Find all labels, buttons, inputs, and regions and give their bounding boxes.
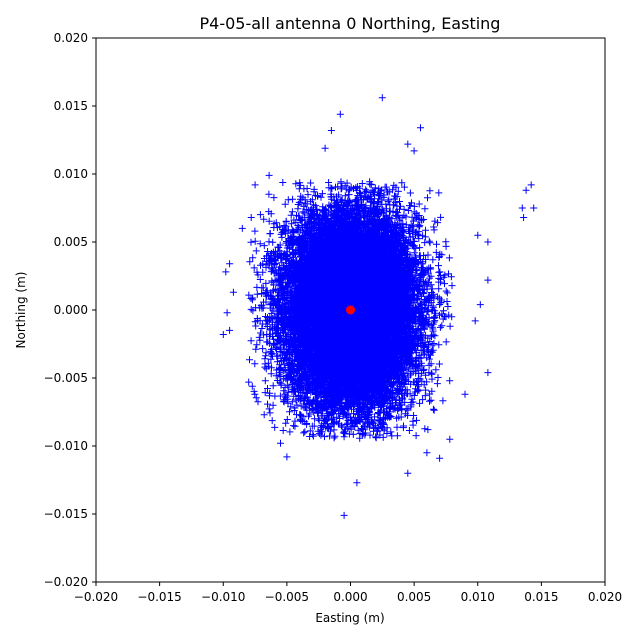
data-point (321, 144, 329, 152)
data-point (484, 369, 492, 377)
x-tick-label: 0.000 (333, 590, 367, 604)
data-point (327, 127, 335, 134)
data-point (229, 288, 237, 296)
y-tick-label: 0.010 (54, 167, 88, 181)
y-tick-label: −0.020 (44, 575, 88, 589)
origin-point (346, 305, 355, 315)
y-tick-label: −0.015 (44, 507, 88, 521)
data-point (471, 317, 479, 325)
data-point (461, 390, 469, 398)
data-point (404, 469, 412, 477)
data-point-cloud (245, 178, 456, 442)
data-point (423, 449, 431, 457)
plot-points (219, 94, 538, 519)
data-point (277, 439, 284, 447)
data-point (530, 204, 538, 212)
y-axis-label: Northing (m) (14, 272, 28, 349)
data-point (226, 326, 234, 334)
data-point (265, 171, 273, 179)
data-point (518, 204, 526, 212)
y-tick-label: 0.015 (54, 99, 88, 113)
axes: −0.020 −0.015 −0.010 −0.005 0.000 0.005 0.010 0… (44, 31, 623, 604)
data-point (410, 147, 418, 155)
data-point (520, 214, 528, 221)
data-point (527, 181, 535, 189)
chart-title: P4-05-all antenna 0 Northing, Easting (200, 14, 501, 33)
y-tick-label: −0.010 (44, 439, 88, 453)
x-tick-label: −0.015 (137, 590, 181, 604)
data-point (484, 276, 492, 284)
data-point (522, 186, 530, 194)
data-point (223, 309, 231, 317)
x-tick-label: 0.010 (461, 590, 495, 604)
data-point (283, 453, 291, 461)
data-point (219, 331, 227, 338)
data-point (245, 378, 253, 386)
x-tick-label: −0.020 (74, 590, 118, 604)
x-tick-label: −0.010 (201, 590, 245, 604)
data-point (336, 110, 344, 118)
data-point (222, 268, 230, 276)
x-tick-label: 0.005 (397, 590, 431, 604)
data-point (417, 124, 424, 132)
data-point (484, 238, 492, 246)
data-point (226, 260, 234, 268)
y-tick-label: 0.005 (54, 235, 88, 249)
x-axis-label: Easting (m) (315, 611, 384, 625)
data-point (378, 94, 386, 102)
data-point (238, 224, 246, 232)
data-point (404, 140, 412, 148)
data-point (251, 181, 259, 189)
y-tick-label: 0.020 (54, 31, 88, 45)
x-tick-label: −0.005 (265, 590, 309, 604)
x-tick-label: 0.015 (524, 590, 558, 604)
data-point (353, 479, 361, 487)
data-point (446, 435, 454, 443)
x-tick-label: 0.020 (588, 590, 622, 604)
data-point (247, 214, 255, 221)
data-point (436, 454, 444, 462)
data-point (340, 511, 348, 519)
data-point (476, 301, 484, 309)
y-tick-label: −0.005 (44, 371, 88, 385)
y-tick-label: 0.000 (54, 303, 88, 317)
data-point (474, 231, 482, 239)
